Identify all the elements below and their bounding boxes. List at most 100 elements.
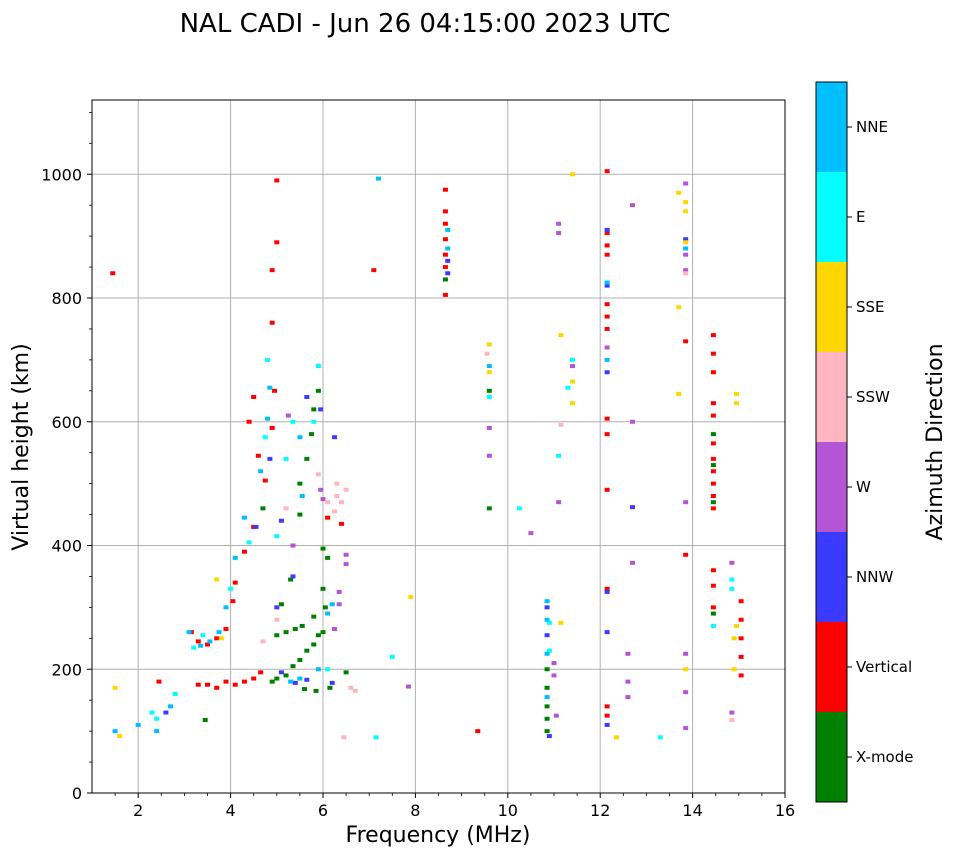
echo-point-nnw (604, 630, 610, 635)
echo-point-nne (288, 679, 294, 684)
echo-point-x-mode (320, 630, 326, 635)
echo-point-ssw (683, 271, 689, 276)
echo-point-sse (731, 636, 737, 641)
echo-point-x-mode (311, 642, 317, 647)
colorbar-segment (816, 622, 847, 712)
echo-point-nnw (292, 680, 298, 685)
echo-point-x-mode (311, 407, 317, 412)
echo-point-vertical (371, 268, 377, 273)
echo-point-nne (299, 494, 305, 498)
echo-point-vertical (241, 679, 247, 684)
echo-point-vertical (223, 627, 229, 632)
echo-point-x-mode (260, 506, 266, 511)
echo-point-nnw (318, 407, 324, 412)
echo-point-x-mode (442, 277, 448, 282)
echo-point-w (630, 560, 636, 565)
echo-point-w (551, 673, 557, 678)
echo-point-nne (486, 364, 492, 369)
echo-point-nnw (683, 237, 689, 242)
echo-point-e (154, 716, 160, 721)
echo-point-vertical (738, 673, 744, 678)
echo-point-nnw (544, 633, 550, 638)
echo-point-ssw (332, 509, 338, 514)
echo-point-vertical (604, 586, 610, 591)
echo-point-vertical (269, 320, 275, 325)
echo-point-vertical (271, 388, 277, 393)
y-tick-label: 1000 (41, 165, 82, 184)
echo-point-x-mode (308, 432, 314, 437)
colorbar-segment (816, 82, 847, 172)
echo-point-vertical (251, 676, 257, 681)
echo-point-w (320, 497, 326, 502)
echo-point-vertical (604, 432, 610, 437)
echo-point-nne (329, 602, 335, 607)
echo-point-e (486, 395, 492, 399)
echo-point-e (265, 357, 271, 362)
echo-point-ssw (334, 494, 340, 498)
colorbar-segment (816, 262, 847, 352)
echo-point-nnw (604, 722, 610, 727)
echo-point-nne (604, 280, 610, 285)
x-axis-ticks: 2 4 6 8 10 12 14 16 (114, 793, 795, 820)
x-tick-label: 4 (226, 801, 236, 820)
y-tick-label: 400 (51, 537, 82, 556)
echo-point-ssw (315, 472, 321, 477)
echo-point-x-mode (710, 432, 716, 437)
echo-point-w (551, 661, 557, 666)
colorbar-label: NNW (856, 568, 893, 586)
echo-point-nnw (253, 524, 259, 529)
echo-point-x-mode (290, 664, 296, 669)
echo-point-vertical (738, 654, 744, 659)
echo-point-vertical (710, 333, 716, 338)
echo-point-nne (604, 357, 610, 362)
echo-point-nnw (304, 677, 310, 682)
echo-point-nnw (329, 680, 335, 685)
echo-point-w (556, 500, 562, 505)
colorbar-label: SSE (856, 298, 885, 316)
colorbar-frame (815, 81, 848, 803)
echo-point-nne (375, 176, 381, 181)
echo-point-nnw (604, 589, 610, 594)
echo-point-x-mode (486, 388, 492, 393)
echo-point-x-mode (299, 623, 305, 628)
echo-point-ssw (260, 639, 266, 644)
echo-point-vertical (274, 178, 280, 183)
y-tick-label: 0 (72, 784, 82, 803)
echo-point-x-mode (315, 633, 321, 638)
echo-point-nne (232, 555, 238, 560)
echo-point-e (172, 692, 178, 696)
echo-point-vertical (604, 487, 610, 492)
echo-point-vertical (710, 351, 716, 356)
echo-point-w (683, 500, 689, 505)
echo-point-nnw (604, 283, 610, 288)
colorbar-title: Azimuth Direction (923, 343, 948, 540)
colorbar-segment (816, 532, 847, 622)
echo-point-vertical (232, 580, 238, 585)
colorbar-label: W (856, 478, 871, 496)
colorbar-segment (816, 712, 847, 802)
echo-point-vertical (604, 252, 610, 257)
echo-point-e (729, 586, 735, 591)
colorbar-label: SSW (856, 388, 890, 406)
echo-point-nne (216, 630, 222, 635)
echo-point-sse (676, 190, 682, 195)
echo-point-w (285, 413, 291, 418)
echo-point-ssw (338, 500, 344, 505)
echo-point-sse (117, 734, 123, 739)
echo-point-vertical (710, 481, 716, 486)
echo-point-sse (733, 391, 739, 396)
echo-point-vertical (246, 419, 252, 424)
echo-point-e (246, 540, 252, 545)
echo-point-vertical (604, 231, 610, 236)
azimuth-colorbar: X-mode Vertical NNW W SSW SSE E NNE (815, 81, 913, 803)
echo-point-x-mode (302, 687, 308, 692)
echo-point-x-mode (315, 388, 321, 393)
echo-point-vertical (604, 326, 610, 331)
echo-point-e (373, 735, 379, 740)
echo-point-vertical (604, 169, 610, 174)
echo-point-nnw (445, 271, 451, 276)
echo-point-e (325, 667, 331, 672)
echo-point-sse (733, 401, 739, 406)
x-tick-label: 2 (133, 801, 143, 820)
echo-point-vertical (255, 453, 261, 458)
